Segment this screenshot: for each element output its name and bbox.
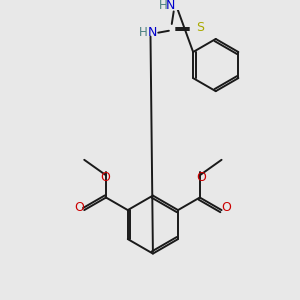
Text: O: O	[196, 171, 206, 184]
Text: S: S	[196, 21, 204, 34]
Text: H: H	[140, 26, 148, 39]
Text: N: N	[166, 0, 176, 12]
Text: N: N	[148, 26, 157, 39]
Text: O: O	[74, 201, 84, 214]
Text: O: O	[221, 201, 231, 214]
Text: O: O	[100, 171, 110, 184]
Text: H: H	[159, 0, 167, 12]
